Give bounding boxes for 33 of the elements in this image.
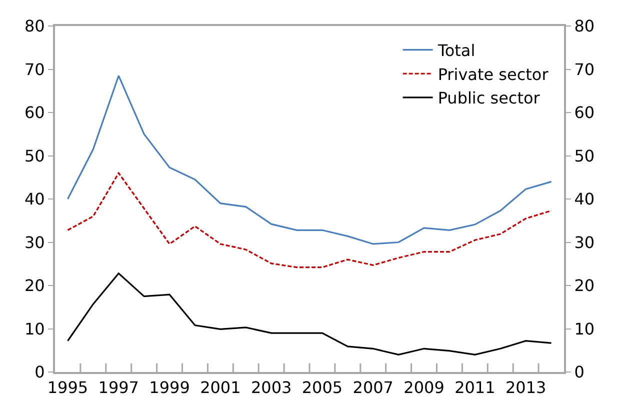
y-tick-label: 20 <box>24 276 45 296</box>
y2-tick-label: 40 <box>574 190 595 209</box>
x-tick-label: 2003 <box>250 378 292 398</box>
y-tick-label: 60 <box>24 103 45 122</box>
y2-tick-label: 30 <box>574 232 595 252</box>
line-series <box>66 272 552 356</box>
y2-tick-label: 0 <box>574 362 584 382</box>
y2-tick-label: 20 <box>574 276 595 296</box>
y-tick-label: 80 <box>24 16 45 36</box>
x-tick-label: 1995 <box>47 378 88 398</box>
legend-label: Public sector <box>438 88 540 108</box>
line-series <box>66 172 552 268</box>
y2-tick-label: 50 <box>574 146 595 166</box>
x-tick-label: 2011 <box>454 378 496 398</box>
legend-label: Private sector <box>438 64 549 84</box>
y2-tick-label: 60 <box>574 103 595 122</box>
y-tick-label: 40 <box>24 190 45 209</box>
y-tick-label: 10 <box>24 319 45 338</box>
x-tick-label: 2007 <box>352 378 394 398</box>
y-tick-label: 50 <box>24 146 45 166</box>
x-tick-label: 2005 <box>302 378 343 398</box>
x-tick-label: 2009 <box>404 378 444 398</box>
x-tick-label: 1997 <box>98 378 139 398</box>
x-tick-label: 1999 <box>149 378 190 398</box>
y-tick-label: 0 <box>34 362 45 382</box>
y2-tick-label: 80 <box>574 16 595 36</box>
y2-tick-label: 70 <box>574 60 595 79</box>
x-tick-label: 2001 <box>200 378 241 398</box>
legend-label: Total <box>436 41 476 60</box>
x-tick-label: 2013 <box>505 378 546 398</box>
y-tick-label: 30 <box>24 232 45 252</box>
y-tick-label: 70 <box>24 60 45 79</box>
y2-tick-label: 10 <box>574 319 595 338</box>
